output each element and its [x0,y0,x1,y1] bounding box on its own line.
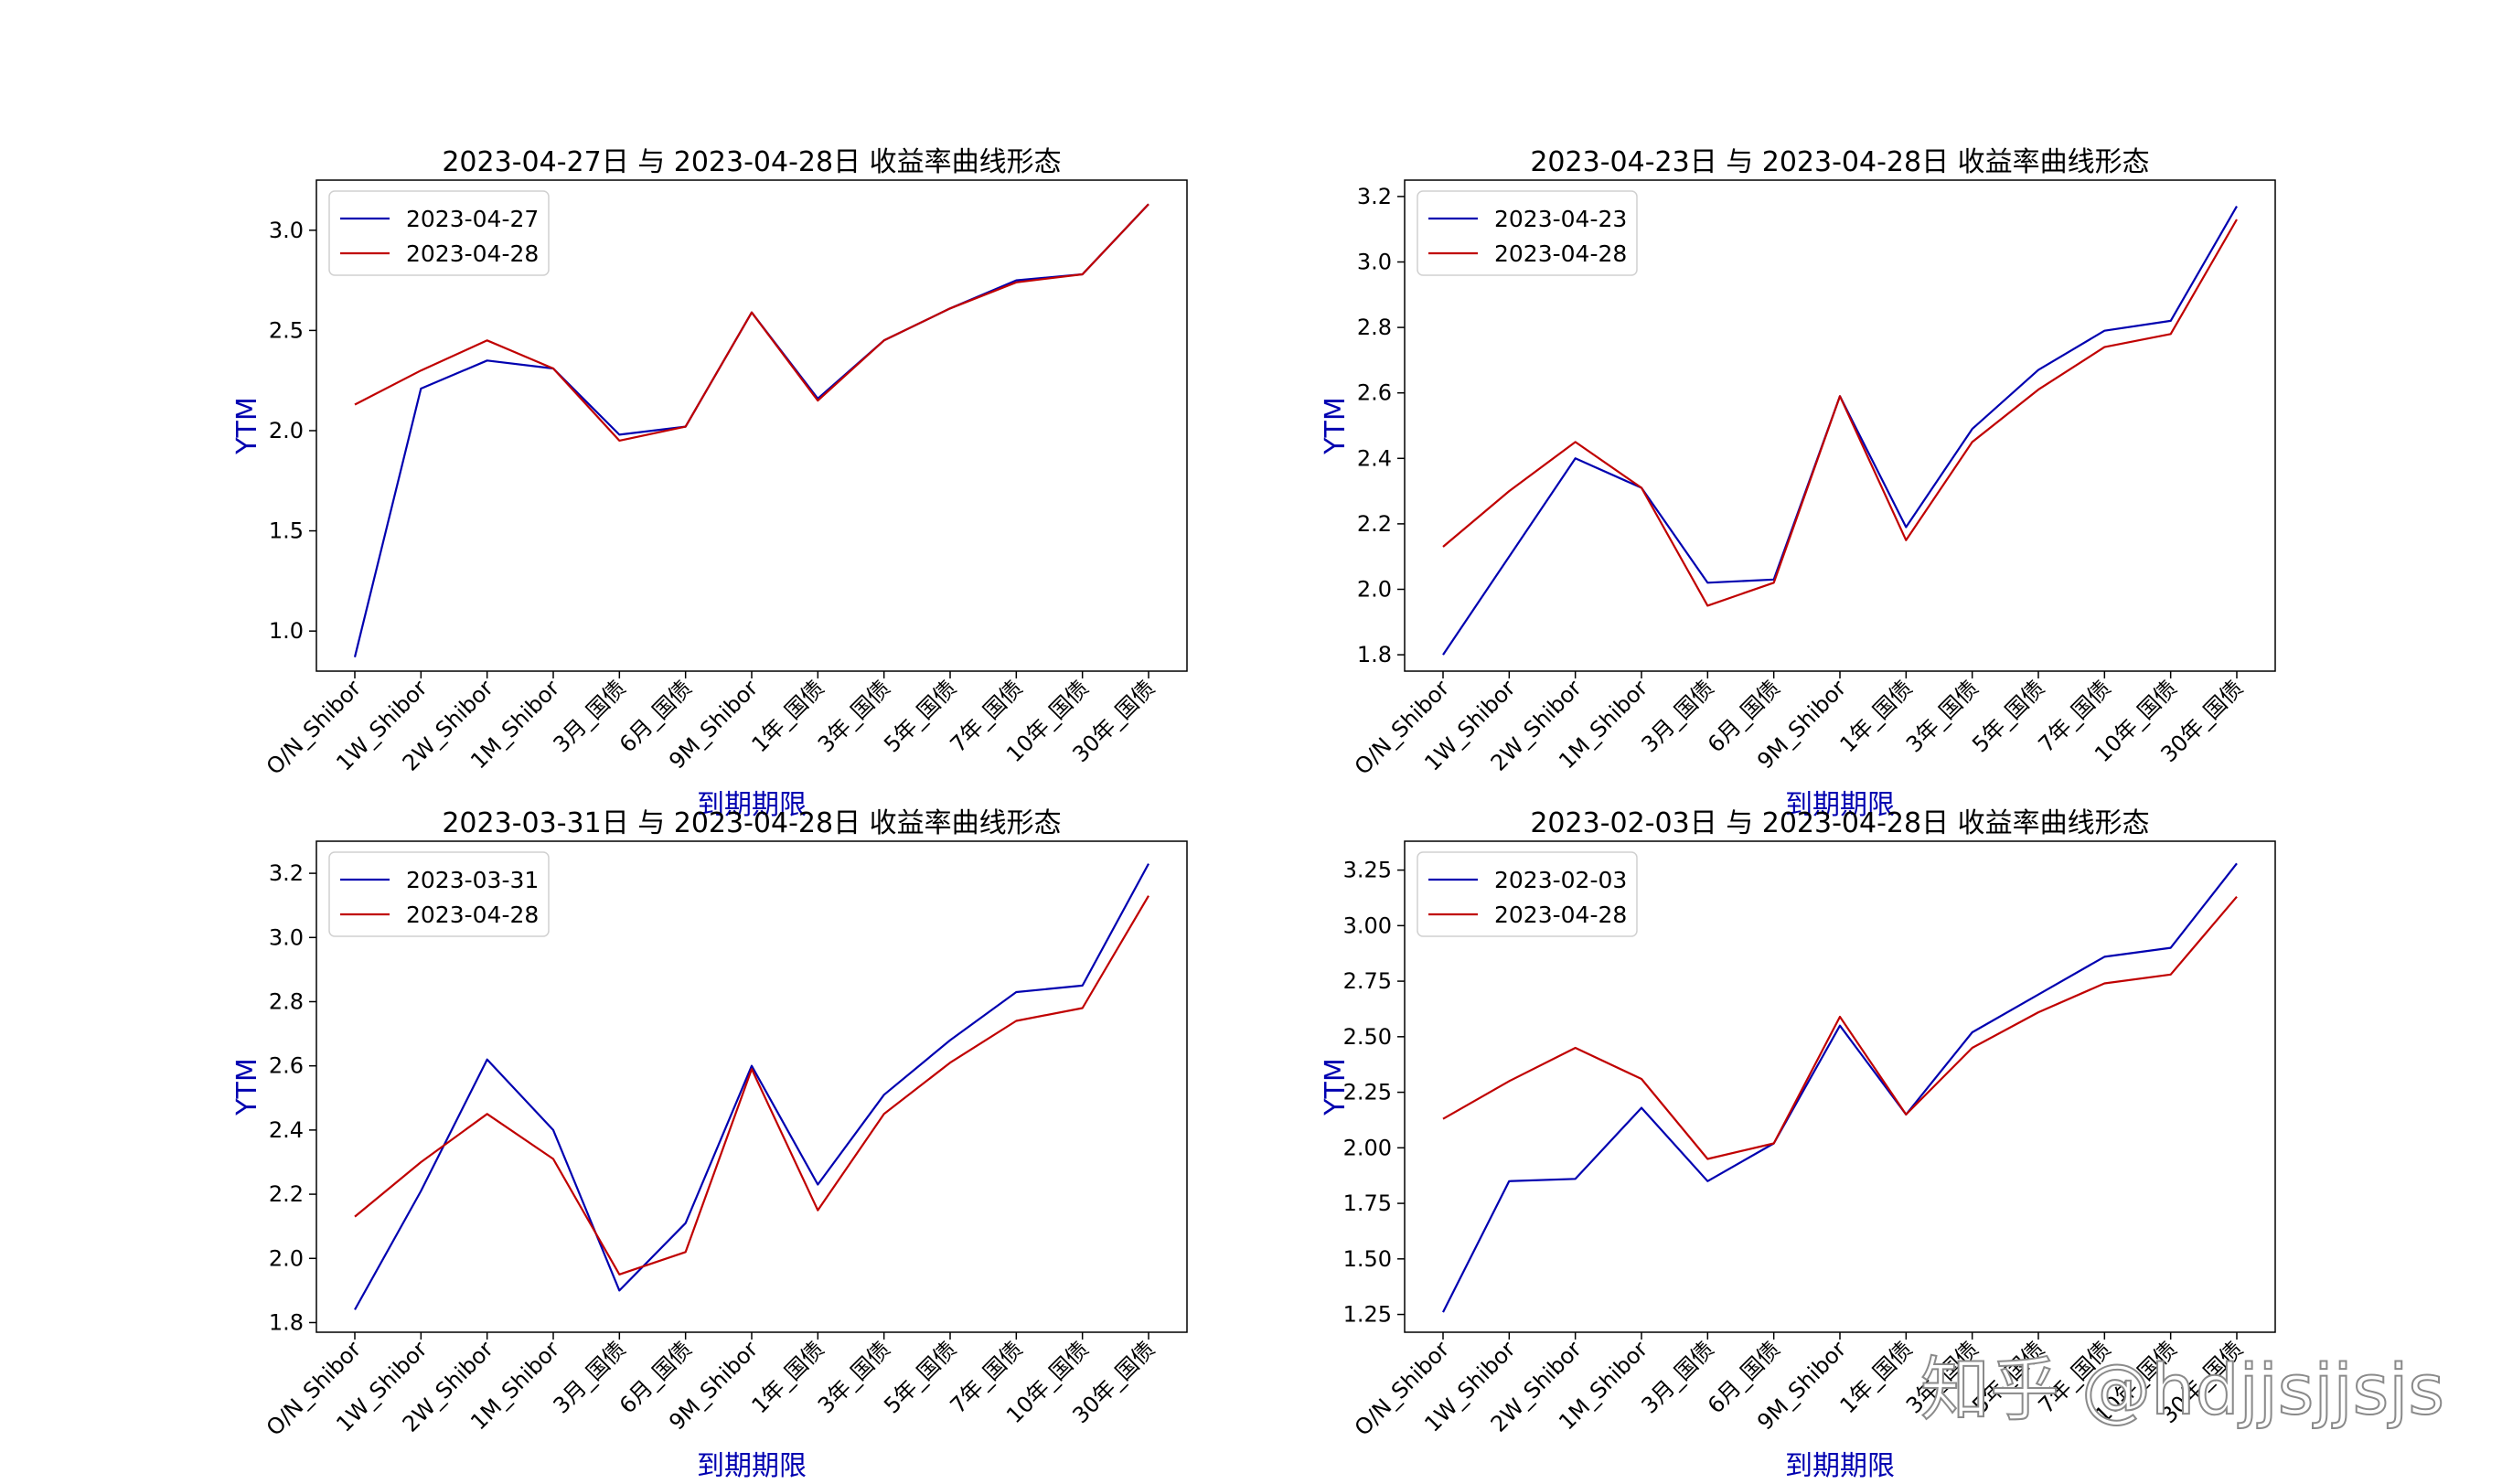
y-tick-label: 2.00 [1343,1135,1392,1160]
chart-title: 2023-04-23日 与 2023-04-28日 收益率曲线形态 [1530,146,2149,178]
y-axis-label: YTM [1320,1058,1352,1116]
x-tick-label: 1年_国债 [1835,675,1918,757]
y-tick-label: 2.8 [1357,315,1392,340]
legend-entry: 2023-04-28 [406,902,539,928]
chart-panel-3: 2023-03-31日 与 2023-04-28日 收益率曲线形态 1.8 2.0 2… [231,807,1188,1482]
y-axis-label: YTM [1320,397,1352,455]
y-axis-label: YTM [231,1058,263,1116]
y-tick-label: 3.0 [269,924,304,950]
chart-panel-1: 2023-04-27日 与 2023-04-28日 收益率曲线形态 1.0 1.5 2… [231,146,1188,821]
watermark-text: 知乎 @hdjjsjjsjs [1920,1349,2444,1430]
y-axis-label: YTM [231,397,263,455]
series-line-2 [1442,219,2238,607]
legend-entry: 2023-04-28 [406,240,539,267]
y-tick-label: 2.5 [269,317,304,343]
y-tick-label: 3.2 [269,860,304,886]
chart-title: 2023-03-31日 与 2023-04-28日 收益率曲线形态 [442,807,1061,839]
series-line-2 [354,203,1149,442]
legend-entry: 2023-03-31 [406,867,539,893]
y-tick-label: 2.4 [1357,445,1392,471]
y-tick-label: 1.8 [1357,642,1392,667]
legend-entry: 2023-04-28 [1494,240,1627,267]
y-tick-label: 2.8 [269,988,304,1014]
y-tick-label: 1.25 [1343,1302,1392,1328]
series-line-2 [354,895,1149,1276]
y-tick-label: 3.0 [1357,250,1392,275]
y-tick-label: 2.6 [269,1053,304,1079]
x-tick-label: 1年_国债 [747,675,829,757]
x-tick-label: 3月_国债 [549,1336,631,1418]
x-tick-label: 3月_国债 [549,675,631,757]
x-tick-label: 3年_国债 [1901,675,1983,757]
y-tick-label: 2.4 [269,1117,304,1143]
chart-title: 2023-02-03日 与 2023-04-28日 收益率曲线形态 [1530,807,2149,839]
x-tick-label: 5年_国债 [879,1336,961,1418]
x-axis-label: 到期期限 [697,789,807,821]
x-tick-label: 5年_国债 [879,675,961,757]
x-tick-label: 1年_国债 [1835,1336,1918,1418]
x-axis-label: 到期期限 [1785,789,1895,821]
x-tick-label: 5年_国债 [1967,675,2049,757]
y-tick-label: 2.0 [269,418,304,443]
y-tick-label: 2.50 [1343,1024,1392,1050]
y-tick-label: 2.2 [269,1181,304,1207]
x-axis-label: 到期期限 [1785,1450,1895,1482]
x-axis-label: 到期期限 [697,1450,807,1482]
y-tick-label: 2.0 [269,1245,304,1271]
y-tick-label: 1.5 [269,518,304,544]
y-tick-label: 3.00 [1343,913,1392,938]
legend-entry: 2023-04-23 [1494,206,1627,232]
x-tick-label: 3年_国债 [813,675,895,757]
y-tick-label: 3.0 [269,218,304,243]
y-tick-label: 1.50 [1343,1246,1392,1272]
y-tick-label: 3.2 [1357,184,1392,209]
chart-title: 2023-04-27日 与 2023-04-28日 收益率曲线形态 [442,146,1061,178]
y-tick-label: 2.0 [1357,577,1392,603]
series-line-2 [1442,895,2238,1160]
legend-entry: 2023-04-27 [406,206,539,232]
x-tick-label: 3年_国债 [813,1336,895,1418]
charts-container: 2023-04-27日 与 2023-04-28日 收益率曲线形态 1.0 1.5 2… [231,146,2276,1482]
chart-panel-2: 2023-04-23日 与 2023-04-28日 收益率曲线形态 1.8 2.0 2… [1320,146,2276,821]
x-tick-label: 3月_国债 [1637,675,1719,757]
y-tick-label: 2.25 [1343,1080,1392,1105]
y-tick-label: 2.75 [1343,968,1392,994]
y-tick-label: 2.6 [1357,380,1392,406]
y-tick-label: 1.8 [269,1309,304,1335]
x-tick-label: 1年_国债 [747,1336,829,1418]
y-tick-label: 1.0 [269,618,304,644]
legend-entry: 2023-02-03 [1494,867,1627,893]
x-tick-label: 3月_国债 [1637,1336,1719,1418]
y-tick-label: 1.75 [1343,1190,1392,1216]
series-line-1 [1442,862,2238,1313]
legend-entry: 2023-04-28 [1494,902,1627,928]
series-line-1 [354,863,1149,1310]
y-tick-label: 2.2 [1357,511,1392,537]
y-tick-label: 3.25 [1343,858,1392,883]
